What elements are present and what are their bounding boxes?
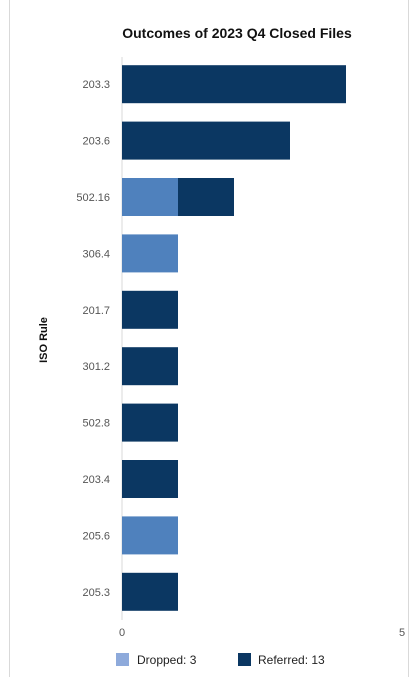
bar-referred bbox=[122, 347, 178, 386]
legend-swatch bbox=[116, 653, 129, 666]
x-tick-label: 5 bbox=[399, 627, 405, 639]
bar-dropped bbox=[122, 516, 178, 555]
bar-dropped bbox=[122, 234, 178, 273]
legend-label: Referred: 13 bbox=[258, 653, 325, 667]
legend: Dropped: 3 Referred: 13 bbox=[116, 653, 325, 667]
chart-title: Outcomes of 2023 Q4 Closed Files bbox=[122, 25, 352, 41]
category-label: 205.3 bbox=[82, 587, 110, 599]
y-axis-label: ISO Rule bbox=[38, 317, 50, 363]
category-labels: 203.3 203.6 502.16 306.4 201.7 301.2 502.8 203.… bbox=[76, 79, 110, 599]
category-label: 203.3 bbox=[82, 79, 110, 91]
bar-referred bbox=[122, 65, 346, 104]
x-tick-label: 0 bbox=[119, 627, 125, 639]
bar-referred bbox=[122, 460, 178, 498]
category-label: 203.6 bbox=[82, 136, 110, 148]
category-label: 201.7 bbox=[82, 305, 110, 317]
category-label: 502.16 bbox=[76, 192, 110, 204]
bar-referred bbox=[178, 178, 234, 216]
bar-referred bbox=[122, 290, 178, 329]
legend-label: Dropped: 3 bbox=[137, 653, 197, 667]
bar-referred bbox=[122, 403, 178, 442]
legend-swatch bbox=[238, 653, 251, 666]
bar-dropped bbox=[122, 178, 178, 216]
category-label: 203.4 bbox=[82, 474, 110, 486]
category-label: 301.2 bbox=[82, 361, 110, 373]
bar-referred bbox=[122, 121, 290, 160]
category-label: 502.8 bbox=[82, 418, 110, 430]
bar-referred bbox=[122, 572, 178, 611]
bars-group bbox=[122, 65, 346, 611]
category-label: 205.6 bbox=[82, 530, 110, 542]
category-label: 306.4 bbox=[82, 248, 110, 260]
